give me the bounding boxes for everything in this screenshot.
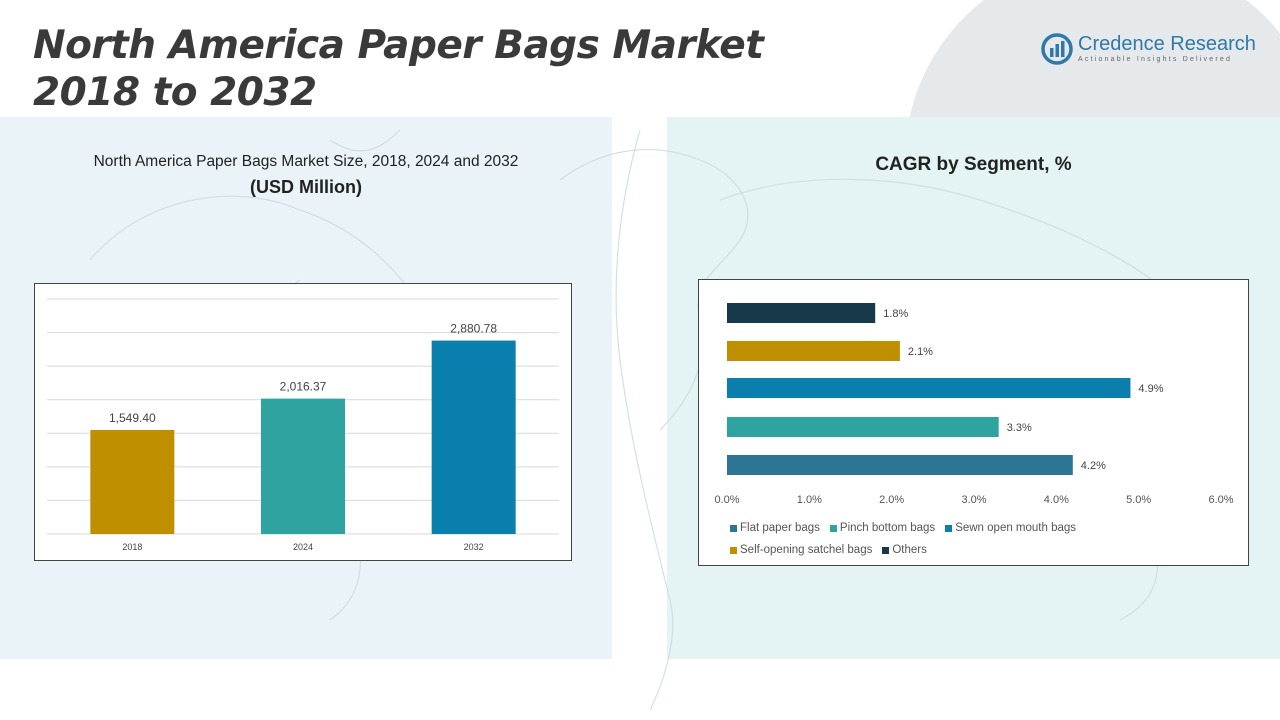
title-line-2: 2018 to 2032	[33, 70, 317, 115]
cagr-legend: Flat paper bags Pinch bottom bags Sewn ope…	[730, 517, 1240, 561]
x-tick-label: 5.0%	[1126, 494, 1151, 506]
legend-swatch	[945, 524, 953, 532]
legend-item: Sewn open mouth bags	[945, 522, 1076, 534]
legend-row: Self-opening satchel bags Others	[730, 539, 1240, 561]
legend-item: Flat paper bags	[730, 522, 820, 534]
x-tick-label: 2.0%	[879, 494, 904, 506]
x-tick-label: 0.0%	[714, 494, 739, 506]
legend-label: Flat paper bags	[740, 522, 820, 534]
hbar-pinch-bottom-bags	[727, 417, 999, 437]
hbar-value-label: 3.3%	[1007, 422, 1032, 434]
logo-name: Credence Research	[1078, 33, 1256, 55]
page-title: North America Paper Bags Market 2018 to …	[33, 22, 764, 116]
cagr-chart: 1.8% 2.1% 4.9% 3.3% 4.2% 0.0% 1.0% 2.0% 3.0% 4.0%…	[698, 279, 1249, 566]
cagr-bar-svg: 1.8% 2.1% 4.9% 3.3% 4.2% 0.0% 1.0% 2.0% 3.0% 4.0%…	[714, 303, 1234, 506]
hbar-others	[727, 303, 876, 323]
x-tick-label: 2024	[293, 542, 313, 552]
legend-item: Pinch bottom bags	[829, 522, 936, 534]
legend-item: Others	[882, 544, 927, 556]
logo: Credence Research Actionable Insights De…	[1040, 32, 1256, 66]
legend-swatch	[829, 524, 837, 532]
legend-label: Self-opening satchel bags	[740, 544, 873, 556]
legend-row: Flat paper bags Pinch bottom bags Sewn ope…	[730, 517, 1240, 539]
hbar-sewn-open-mouth-bags	[727, 378, 1131, 398]
hbar-value-label: 4.9%	[1138, 383, 1163, 395]
legend-item: Self-opening satchel bags	[730, 544, 872, 556]
logo-tagline: Actionable Insights Delivered	[1078, 56, 1233, 63]
bar-value-label: 1,549.40	[109, 411, 156, 425]
legend-label: Sewn open mouth bags	[955, 522, 1077, 534]
bar-2032	[431, 340, 516, 534]
hbar-value-label: 2.1%	[908, 346, 933, 358]
market-size-chart: 1,549.40 2018 2,016.37 2024 2,880.78 2032	[34, 283, 572, 561]
x-tick-label: 1.0%	[797, 494, 822, 506]
legend-swatch	[730, 546, 737, 554]
credence-logo-icon	[1041, 33, 1073, 65]
x-tick-label: 2018	[122, 542, 142, 552]
market-size-bar-svg: 1,549.40 2018 2,016.37 2024 2,880.78 2032	[47, 298, 559, 552]
legend-swatch	[882, 546, 890, 554]
x-tick-label: 2032	[464, 542, 484, 552]
x-tick-label: 4.0%	[1044, 494, 1069, 506]
legend-label: Others	[892, 544, 927, 556]
bar-value-label: 2,016.37	[280, 380, 327, 394]
left-chart-subtitle: North America Paper Bags Market Size, 20…	[93, 153, 519, 170]
bar-2024	[261, 398, 345, 534]
hbar-flat-paper-bags	[727, 455, 1073, 475]
legend-label: Pinch bottom bags	[839, 522, 936, 534]
title-line-1: North America Paper Bags Market	[33, 23, 764, 68]
right-chart-title: CAGR by Segment, %	[875, 154, 1072, 175]
bar-2018	[90, 429, 175, 534]
x-tick-label: 3.0%	[961, 494, 986, 506]
bar-value-label: 2,880.78	[450, 322, 497, 336]
x-tick-label: 6.0%	[1208, 494, 1233, 506]
hbar-value-label: 4.2%	[1081, 460, 1106, 472]
hbar-value-label: 1.8%	[883, 308, 908, 320]
legend-swatch	[730, 524, 737, 532]
left-chart-unit: (USD Million)	[250, 177, 362, 197]
hbar-self-opening-satchel-bags	[727, 341, 900, 361]
